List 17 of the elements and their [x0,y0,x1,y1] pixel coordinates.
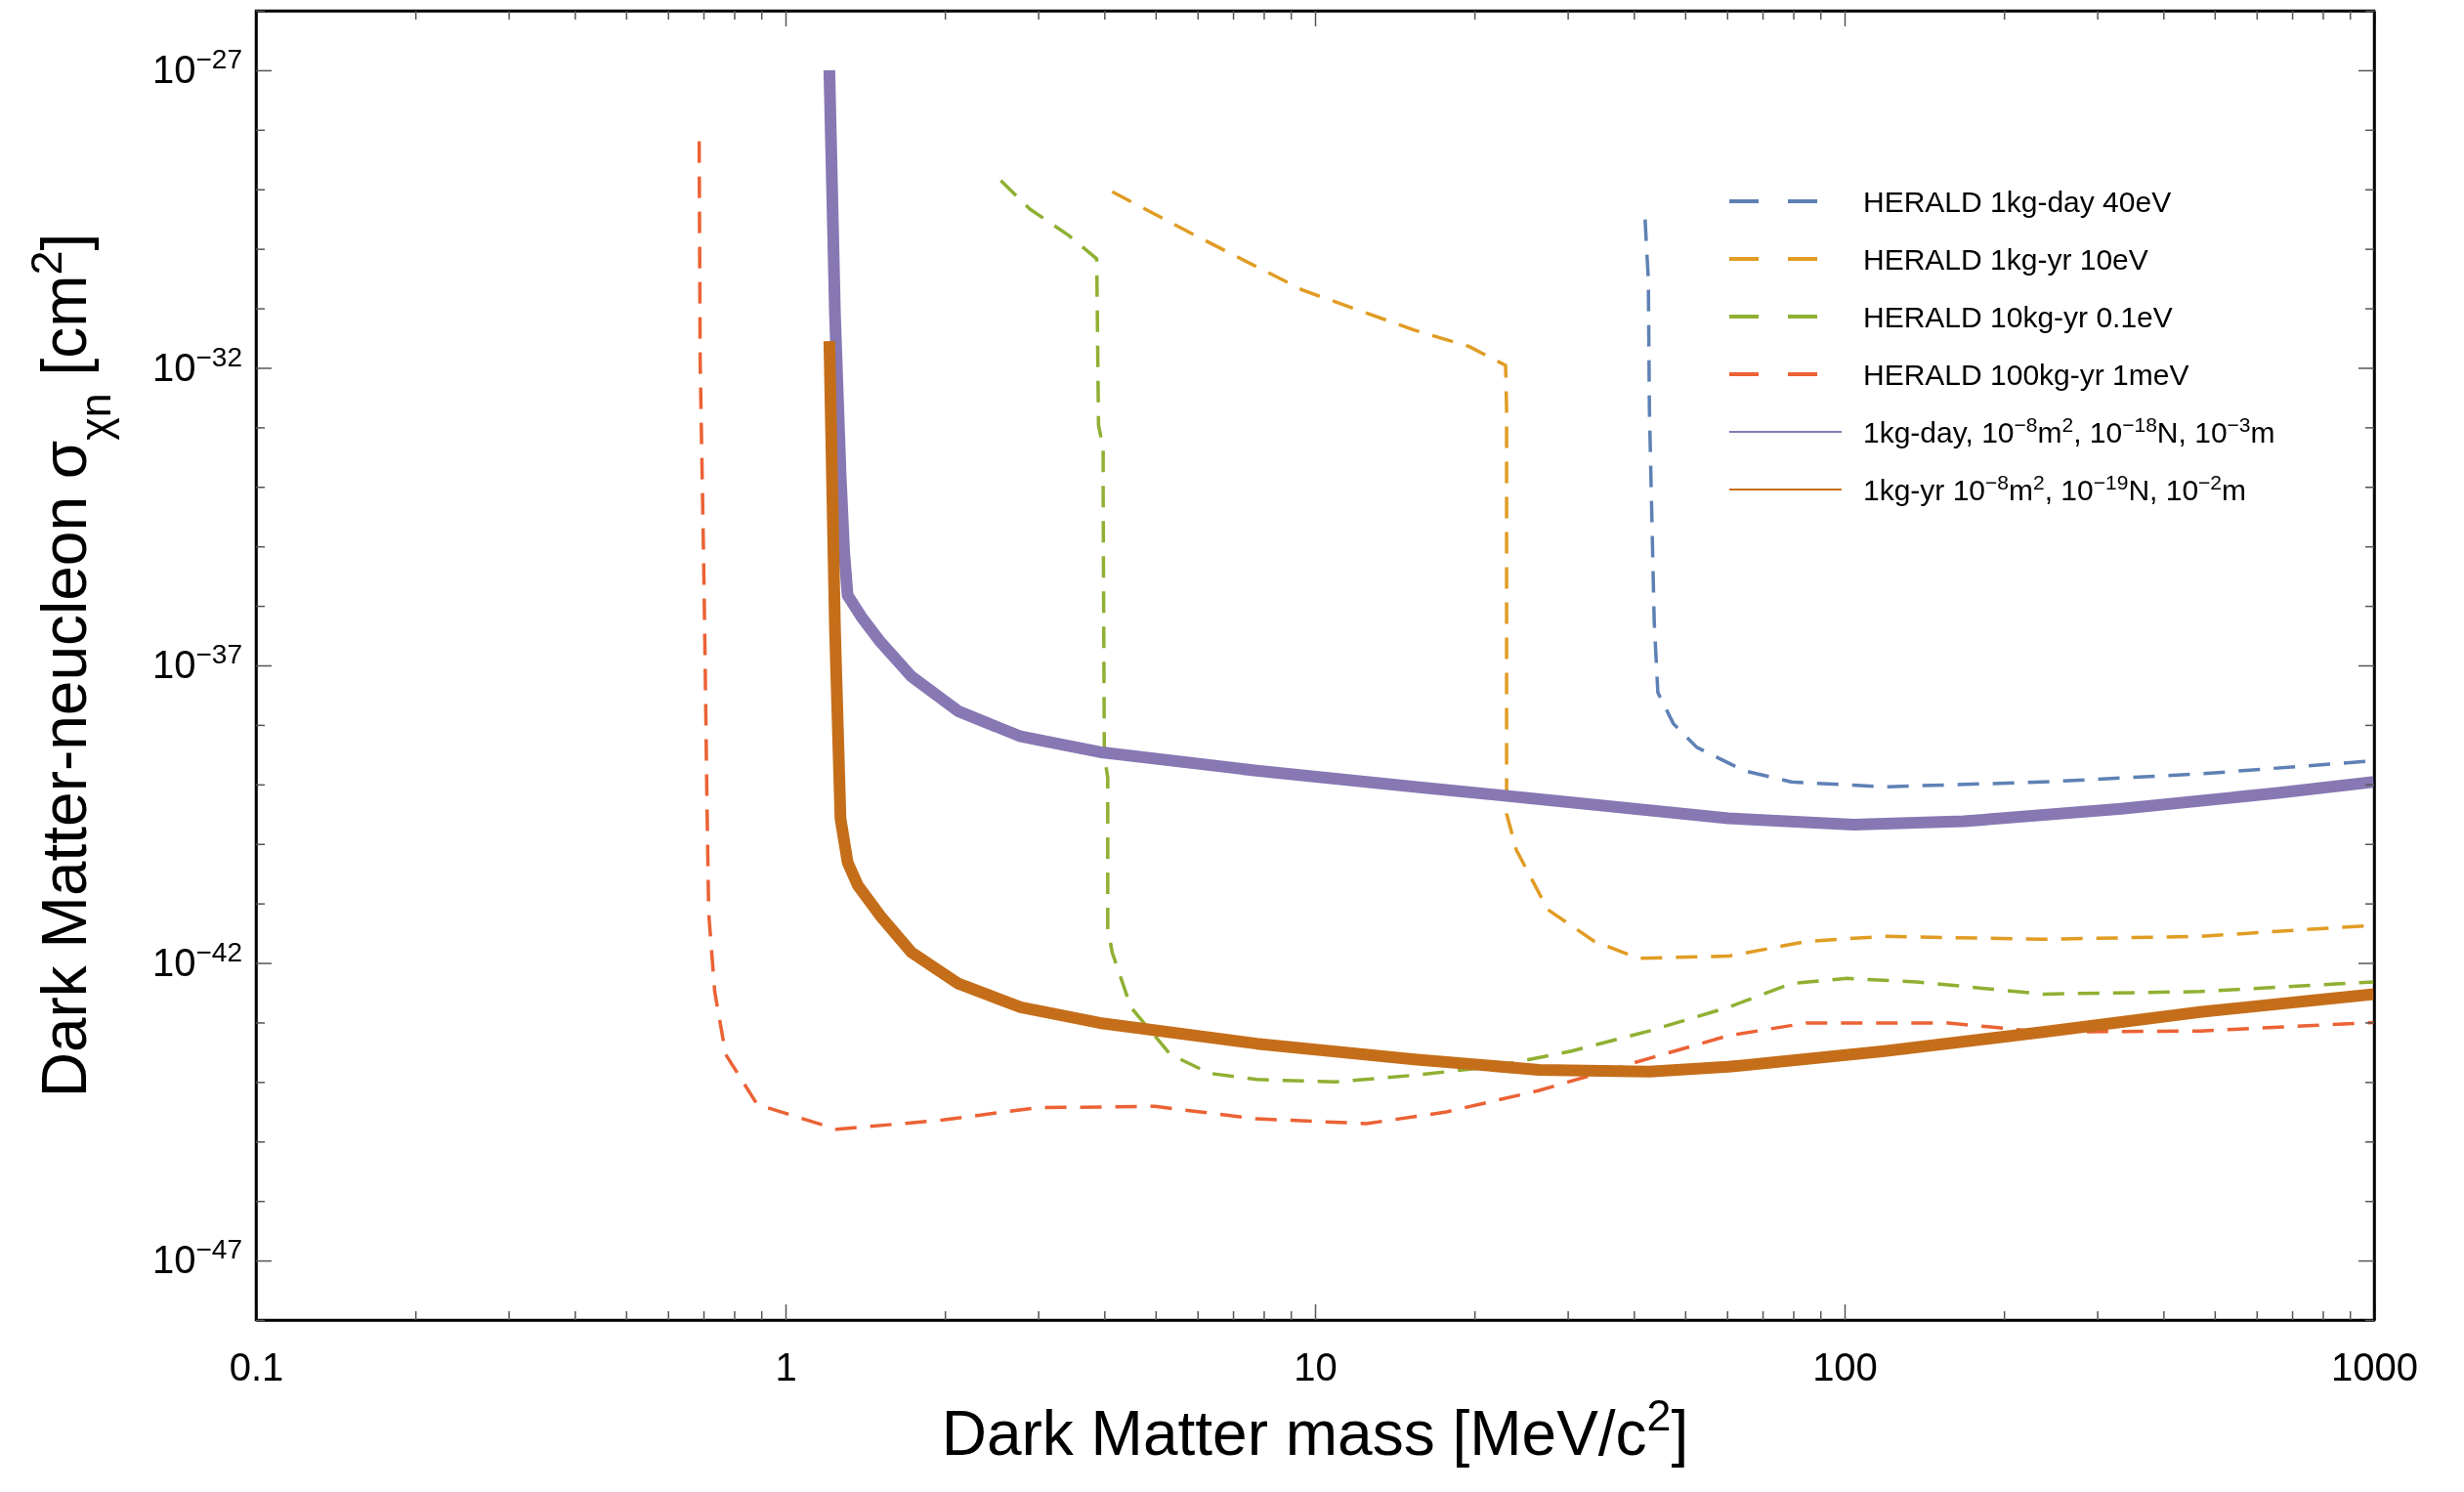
text: 1kg-day, 10$^{−8}$m$^{2}$, 10$^{−18}$N, 10$^{−3}$m [1863,412,2275,448]
x-tick-label: 10 [1294,1345,1338,1389]
x-tick-label: 1 [775,1345,797,1389]
y-tick-label: 10$^{−42}$ [152,936,242,984]
x-tick-label: 100 [1812,1345,1878,1389]
y-tick-label: 10$^{−37}$ [152,638,242,687]
x-tick-label: 0.1 [229,1345,284,1389]
x-tick-label: 1000 [2331,1345,2418,1389]
legend-label: HERALD 1kg-day 40eV [1863,186,2172,218]
legend-label: HERALD 1kg-yr 10eV [1863,243,2148,276]
x-axis-title: Dark Matter mass [MeV/c$^{2}$] [941,1390,1689,1469]
y-tick-label: 10$^{−47}$ [152,1233,242,1282]
legend-label: HERALD 100kg-yr 1meV [1863,359,2189,391]
y-tick-label: 10$^{−27}$ [152,43,242,92]
text: 1kg-yr 10$^{−8}$m$^{2}$, 10$^{−19}$N, 10$^{−2}$m [1863,470,2247,506]
y-tick-label: 10$^{−32}$ [152,341,242,389]
legend-label: HERALD 10kg-yr 0.1eV [1863,301,2173,333]
